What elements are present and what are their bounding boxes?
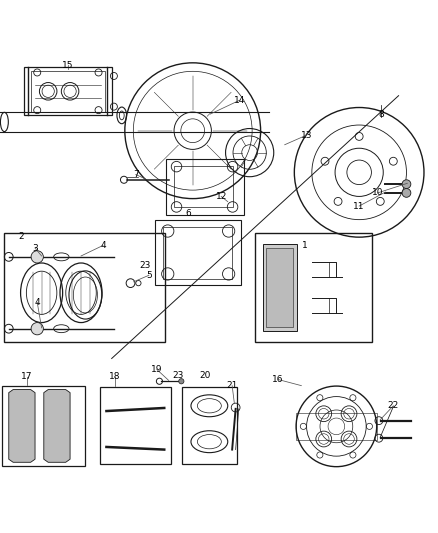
Text: 23: 23 [172,370,184,379]
Text: 18: 18 [109,373,120,382]
Circle shape [31,322,43,335]
Bar [31,71,105,112]
Bar [182,387,237,464]
Bar [2,386,85,466]
Text: 3: 3 [32,244,38,253]
Circle shape [179,378,184,384]
Bar [296,413,377,440]
Text: 1: 1 [301,241,307,250]
Polygon shape [263,244,297,331]
Circle shape [402,189,411,197]
Bar [24,67,112,115]
Text: 22: 22 [388,401,399,410]
Bar [266,248,293,327]
Circle shape [31,251,43,263]
Bar [100,387,171,464]
Text: 20: 20 [199,370,211,379]
Text: 11: 11 [353,201,365,211]
Bar [166,159,244,215]
Text: 8: 8 [378,110,384,118]
Bar [174,166,233,207]
Bar [155,220,241,285]
Text: 12: 12 [215,192,227,201]
Bar [4,233,165,342]
Text: 15: 15 [62,61,74,69]
Circle shape [402,180,411,189]
Text: 14: 14 [234,95,246,104]
Text: 17: 17 [21,373,33,382]
Text: 13: 13 [301,131,312,140]
Text: 5: 5 [146,271,152,280]
Text: 7: 7 [133,170,139,179]
Polygon shape [9,390,35,462]
Bar [255,233,372,342]
Polygon shape [44,390,70,462]
Text: 16: 16 [272,375,284,384]
Text: 23: 23 [140,261,151,270]
Text: 19: 19 [151,365,162,374]
Text: 2: 2 [18,232,24,241]
Text: 10: 10 [372,189,383,197]
Text: 6: 6 [185,209,191,219]
Text: 4: 4 [100,241,106,250]
Text: 21: 21 [226,381,238,390]
Text: 4: 4 [35,298,40,307]
Bar [163,227,232,279]
